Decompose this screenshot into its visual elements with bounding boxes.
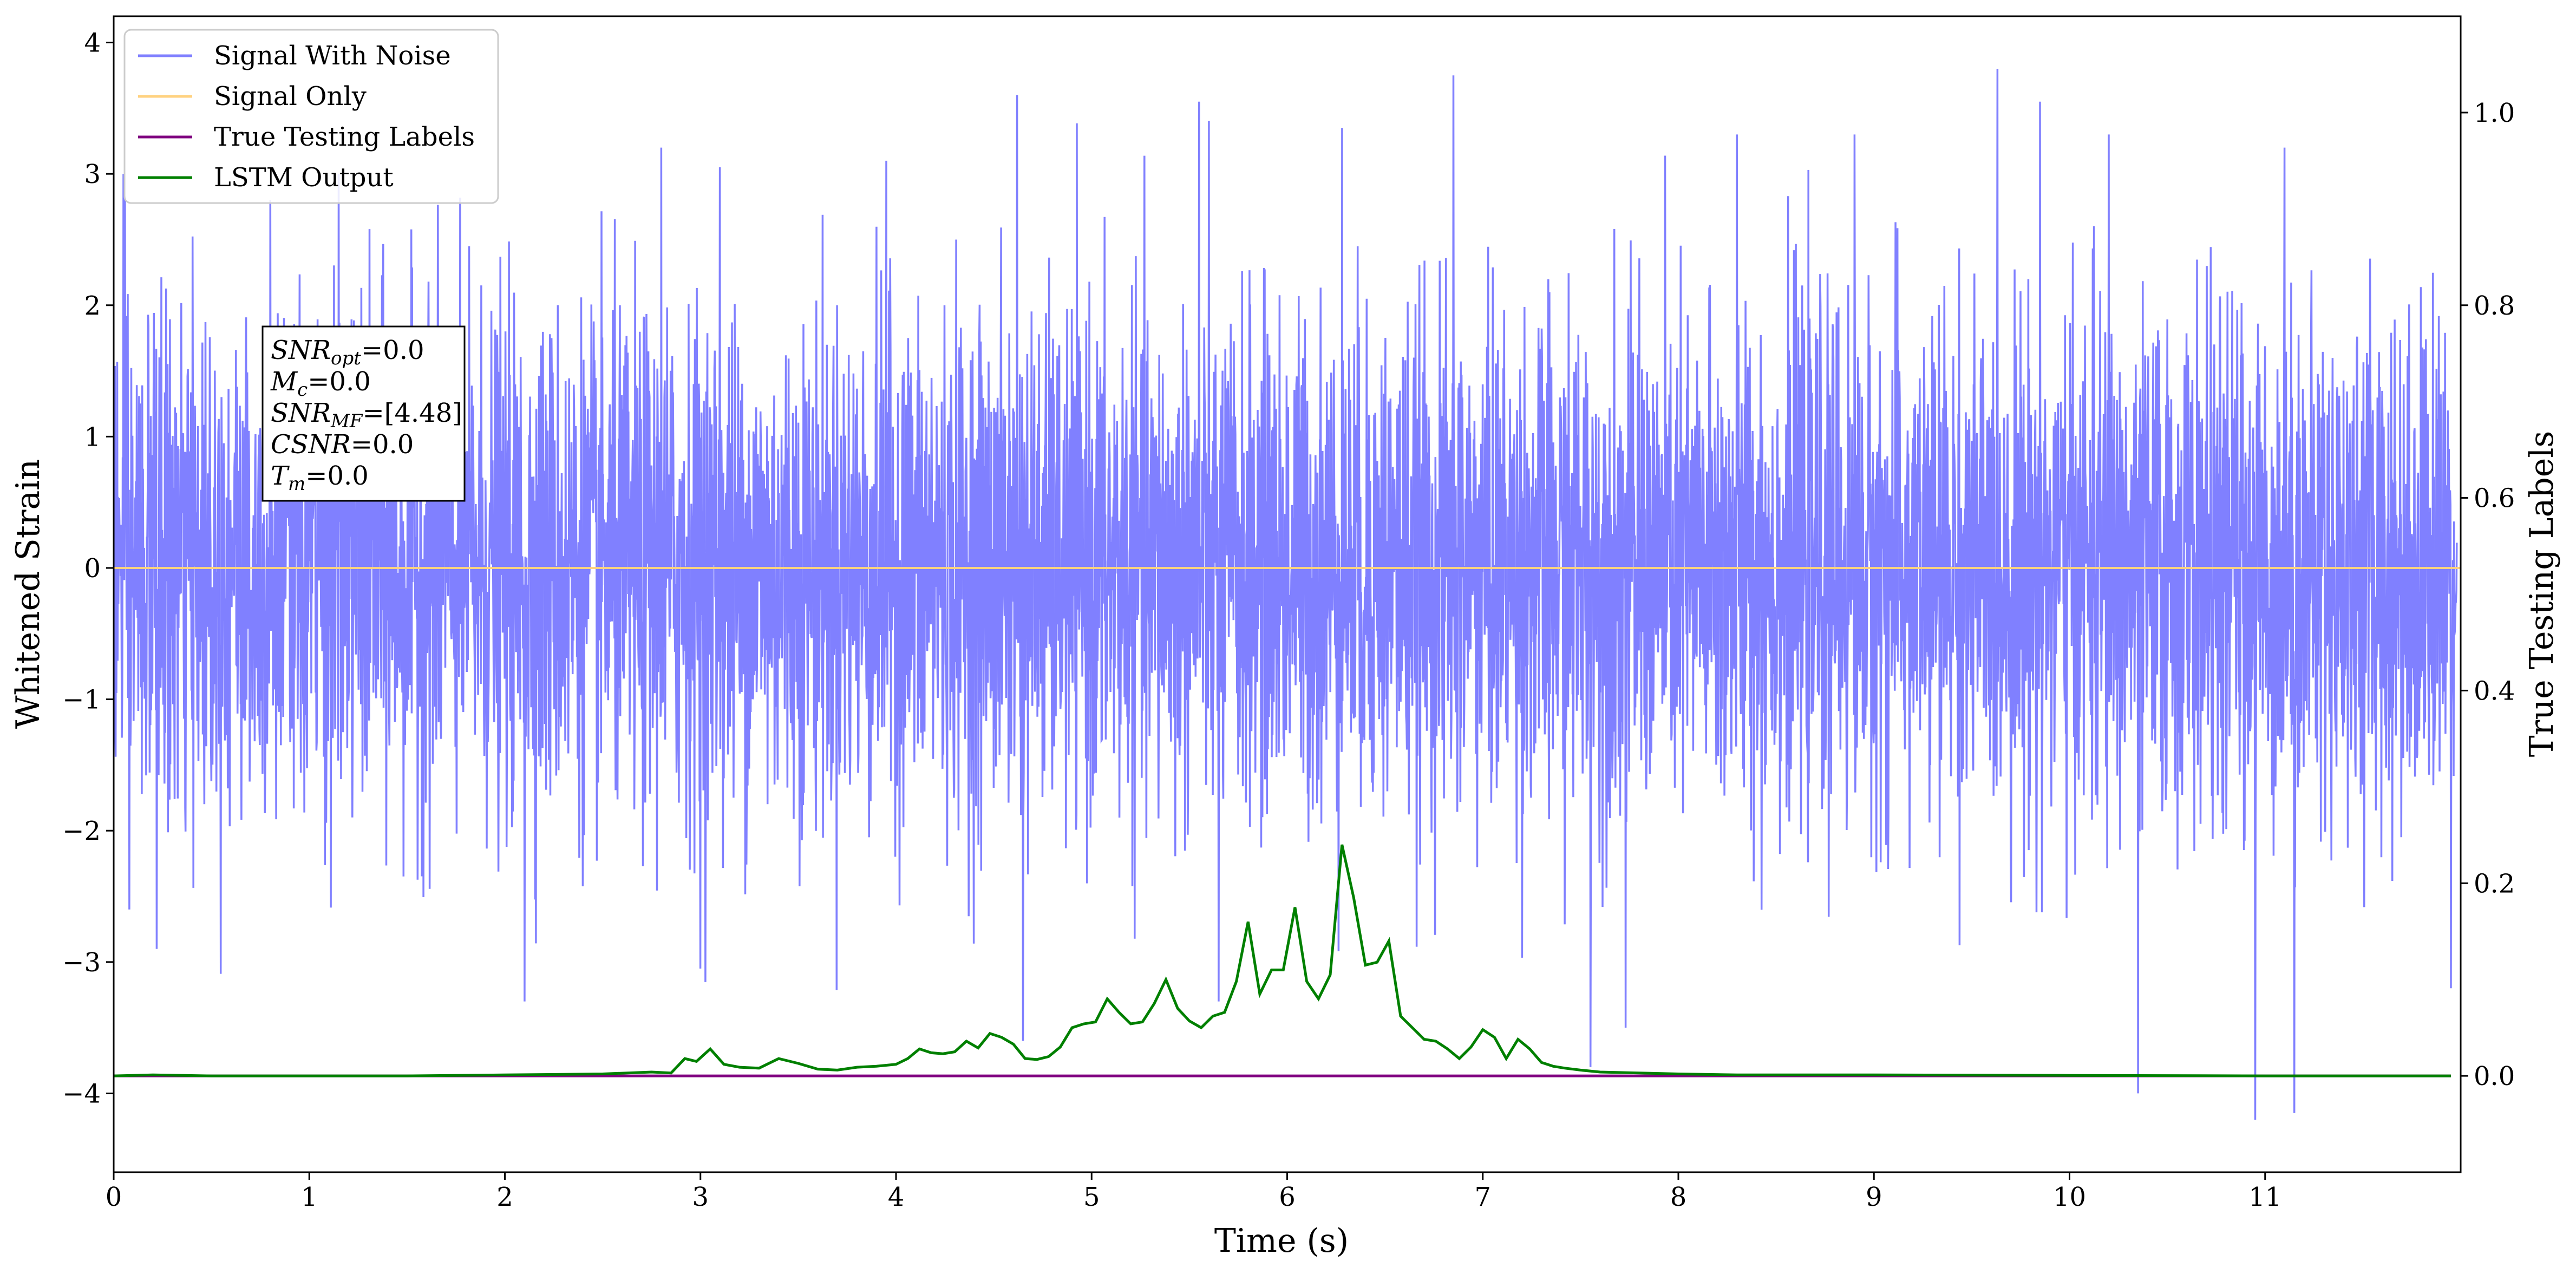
- y2-axis-label: True Testing Labels: [2523, 431, 2561, 757]
- y-tick-label: −4: [62, 1079, 101, 1109]
- parameter-symbol: CSNR: [271, 429, 351, 460]
- x-axis-label: Time (s): [1214, 1222, 1349, 1260]
- legend-label-1: Signal With Noise: [214, 41, 451, 71]
- signal-with-noise-line: [114, 68, 2458, 1120]
- y2-tick-label: 0.8: [2474, 291, 2515, 321]
- x-tick-label: 0: [106, 1182, 122, 1212]
- plot-area: [114, 68, 2461, 1120]
- x-tick-label: 11: [2248, 1182, 2281, 1212]
- y-tick-label: 2: [84, 291, 101, 321]
- x-tick-label: 3: [692, 1182, 709, 1212]
- parameter-subscript: c: [297, 379, 308, 401]
- x-tick-label: 8: [1670, 1182, 1687, 1212]
- x-tick-label: 7: [1474, 1182, 1491, 1212]
- x-tick-label: 2: [496, 1182, 513, 1212]
- parameter-line-2: Mc=0.0: [270, 367, 371, 401]
- parameter-subscript: m: [288, 473, 305, 495]
- parameter-value: =0.0: [361, 335, 424, 365]
- parameter-symbol: SNR: [271, 335, 331, 365]
- x-tick-label: 5: [1083, 1182, 1100, 1212]
- parameter-subscript: MF: [330, 410, 363, 432]
- x-tick-label: 10: [2053, 1182, 2086, 1212]
- x-tick-label: 1: [301, 1182, 318, 1212]
- parameter-symbol: SNR: [271, 398, 331, 428]
- parameter-symbol: M: [270, 367, 298, 397]
- y-axis-label: Whitened Strain: [9, 459, 47, 729]
- parameter-box-frame: [261, 325, 466, 502]
- parameter-line-5: Tm=0.0: [271, 461, 369, 495]
- y-tick-label: 0: [84, 553, 101, 584]
- y2-tick-label: 0.0: [2474, 1061, 2515, 1092]
- y-tick-label: 1: [84, 422, 101, 452]
- parameter-line-1: SNRopt=0.0: [271, 335, 424, 369]
- parameter-value: =0.0: [305, 461, 369, 491]
- y-tick-label: −3: [62, 948, 101, 978]
- x-axis: 0 1 2 3 4 5 6 7 8 9 10 11: [106, 1172, 2281, 1212]
- y-axis-right: 1.0 0.8 0.6 0.4 0.2 0.0: [2461, 98, 2515, 1092]
- lstm-output-line: [114, 844, 2451, 1077]
- y2-tick-label: 1.0: [2474, 98, 2515, 128]
- legend-label-3: True Testing Labels: [214, 122, 475, 152]
- y-tick-label: 4: [84, 28, 101, 58]
- legend: Signal With Noise Signal Only True Testing…: [123, 29, 499, 204]
- y-tick-label: 3: [84, 159, 101, 190]
- y-tick-label: −2: [62, 816, 101, 846]
- x-tick-label: 9: [1866, 1182, 1882, 1212]
- y2-tick-label: 0.6: [2474, 484, 2515, 514]
- legend-box: [123, 29, 499, 204]
- parameter-value: =0.0: [308, 367, 371, 397]
- parameter-line-4: CSNR=0.0: [271, 429, 414, 460]
- y2-tick-label: 0.2: [2474, 868, 2515, 899]
- legend-label-2: Signal Only: [214, 81, 367, 112]
- parameter-value: =0.0: [351, 429, 414, 460]
- x-tick-label: 4: [888, 1182, 905, 1212]
- parameter-value: =[4.48]: [362, 398, 462, 428]
- parameter-symbol: T: [271, 461, 290, 491]
- parameter-subscript: opt: [331, 348, 361, 369]
- y-tick-label: −1: [62, 685, 101, 715]
- parameter-box: SNRopt=0.0Mc=0.0SNRMF=[4.48]CSNR=0.0Tm=0…: [261, 325, 466, 502]
- x-tick-label: 6: [1279, 1182, 1296, 1212]
- y-axis-left: 4 3 2 1 0 −1 −2 −3 −4: [62, 28, 114, 1109]
- legend-label-4: LSTM Output: [214, 162, 394, 193]
- y2-tick-label: 0.4: [2474, 676, 2515, 706]
- parameter-line-3: SNRMF=[4.48]: [271, 398, 462, 432]
